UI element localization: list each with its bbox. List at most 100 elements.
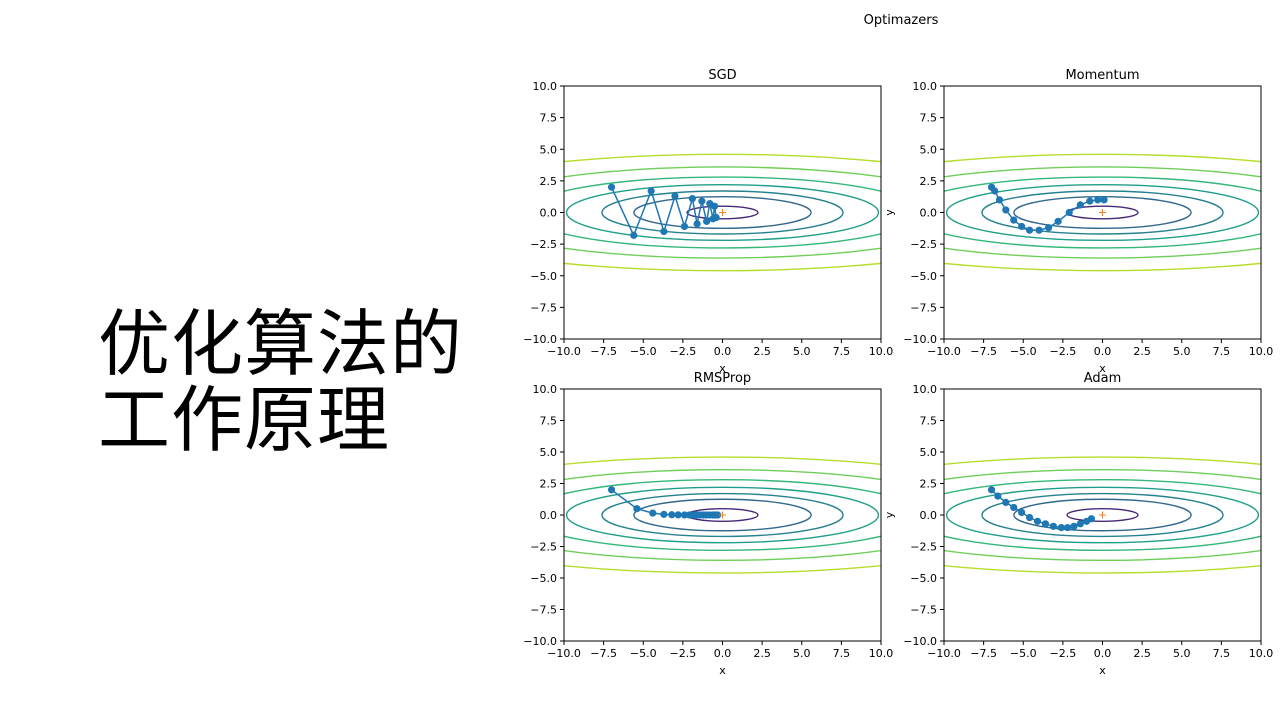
y-tick-label: 0.0 xyxy=(540,207,558,220)
contour-level xyxy=(944,468,1261,562)
panel-title: SGD xyxy=(708,68,736,83)
optimizer-point xyxy=(671,192,679,200)
contour-level xyxy=(944,153,1261,272)
optimizer-point xyxy=(1025,226,1034,234)
optimizer-point xyxy=(714,511,722,519)
optimizer-point xyxy=(660,510,668,518)
contour-level xyxy=(686,205,759,220)
y-tick-label: −2.5 xyxy=(530,541,557,554)
y-tick-label: 7.5 xyxy=(540,112,558,125)
contour-level xyxy=(565,183,880,242)
optimizer-point xyxy=(1002,206,1010,214)
optimizer-point xyxy=(647,187,655,195)
x-axis-label: x xyxy=(1099,362,1106,375)
contour-level xyxy=(564,468,881,562)
contour-lines xyxy=(944,153,1261,272)
y-tick-label: 10.0 xyxy=(533,383,558,396)
optimizer-point xyxy=(630,231,638,239)
optimizer-point xyxy=(1054,217,1062,225)
x-tick-label: −10.0 xyxy=(927,345,961,358)
x-tick-label: 7.5 xyxy=(833,647,851,660)
panel-title: Momentum xyxy=(1065,68,1139,83)
contour-level xyxy=(601,190,844,235)
x-tick-label: −10.0 xyxy=(547,345,581,358)
x-tick-label: −7.5 xyxy=(590,647,617,660)
optimizer-point xyxy=(1002,498,1010,506)
y-tick-label: −5.0 xyxy=(910,572,937,585)
optimizer-point xyxy=(1086,197,1094,205)
contour-level xyxy=(945,486,1260,544)
contour-level xyxy=(981,492,1224,538)
x-axis-label: x xyxy=(1099,664,1106,677)
y-tick-label: 7.5 xyxy=(920,112,938,125)
optimizer-point xyxy=(987,486,996,494)
contour-lines xyxy=(564,153,881,272)
optimizer-point xyxy=(1035,226,1043,234)
contour-level xyxy=(633,498,812,532)
contour-level xyxy=(564,479,881,551)
minimum-marker xyxy=(1099,209,1106,216)
optimizer-point xyxy=(703,217,711,225)
optimizer-point xyxy=(1076,520,1084,528)
y-tick-label: 2.5 xyxy=(540,478,558,491)
optimizer-point xyxy=(698,197,706,205)
x-tick-label: −7.5 xyxy=(970,647,997,660)
y-tick-label: 0.0 xyxy=(920,207,938,220)
optimizer-point xyxy=(674,511,682,519)
contour-level xyxy=(633,195,812,230)
x-tick-label: −5.0 xyxy=(1010,345,1037,358)
optimizer-point xyxy=(607,183,616,191)
contour-level xyxy=(945,183,1260,242)
y-tick-label: −5.0 xyxy=(910,270,937,283)
x-tick-label: 0.0 xyxy=(1094,345,1112,358)
y-tick-label: 5.0 xyxy=(920,143,938,156)
contour-level xyxy=(564,176,881,249)
x-tick-label: 10.0 xyxy=(869,647,894,660)
y-axis-label: y xyxy=(883,209,896,216)
y-tick-label: 2.5 xyxy=(920,478,938,491)
y-tick-label: 5.0 xyxy=(540,446,558,459)
x-tick-label: 5.0 xyxy=(1173,345,1191,358)
x-tick-label: 2.5 xyxy=(753,647,771,660)
x-tick-label: 10.0 xyxy=(869,345,894,358)
optimizer-point xyxy=(680,222,689,231)
x-tick-label: −10.0 xyxy=(927,647,961,660)
optimizer-point xyxy=(1100,196,1108,204)
x-tick-label: 5.0 xyxy=(793,345,811,358)
optimizer-point xyxy=(1065,208,1073,217)
y-tick-label: −7.5 xyxy=(530,301,557,314)
x-tick-label: 5.0 xyxy=(793,647,811,660)
y-tick-label: −7.5 xyxy=(910,301,937,314)
x-tick-label: −2.5 xyxy=(670,647,697,660)
contour-level xyxy=(1013,498,1192,532)
y-tick-label: 0.0 xyxy=(540,509,558,522)
optimizer-point xyxy=(1070,522,1078,530)
x-tick-label: 5.0 xyxy=(1173,647,1191,660)
optimizer-point xyxy=(1033,517,1042,525)
y-tick-label: −10.0 xyxy=(903,635,937,648)
x-tick-label: 0.0 xyxy=(714,345,732,358)
contour-level xyxy=(565,486,880,544)
slide-title: 优化算法的 工作原理 xyxy=(98,302,464,462)
x-axis-label: x xyxy=(719,362,726,375)
optimizer-point xyxy=(1018,508,1026,517)
y-tick-label: 7.5 xyxy=(920,415,938,428)
optimizer-point xyxy=(710,202,719,210)
x-tick-label: 7.5 xyxy=(1213,345,1231,358)
optimizer-point xyxy=(1045,224,1053,232)
contour-level xyxy=(944,479,1261,551)
optimizer-point xyxy=(712,213,720,222)
y-tick-label: 0.0 xyxy=(920,509,938,522)
x-tick-label: 2.5 xyxy=(1133,345,1151,358)
optimizer-point xyxy=(1064,524,1072,532)
panel-sgd: −10.0 −7.5 −5.0 −2.5 0.0 2.5 5.0 7.5 10.0 −10.0 −7… xyxy=(523,68,894,375)
x-tick-label: −5.0 xyxy=(630,647,657,660)
minimum-marker xyxy=(719,209,726,216)
contour-level xyxy=(564,456,881,574)
optimizer-point xyxy=(1025,513,1034,522)
x-tick-label: 10.0 xyxy=(1249,345,1274,358)
x-tick-label: −2.5 xyxy=(1050,647,1077,660)
contour-level xyxy=(1066,508,1139,523)
y-tick-label: 7.5 xyxy=(540,415,558,428)
x-tick-label: 0.0 xyxy=(1094,647,1112,660)
